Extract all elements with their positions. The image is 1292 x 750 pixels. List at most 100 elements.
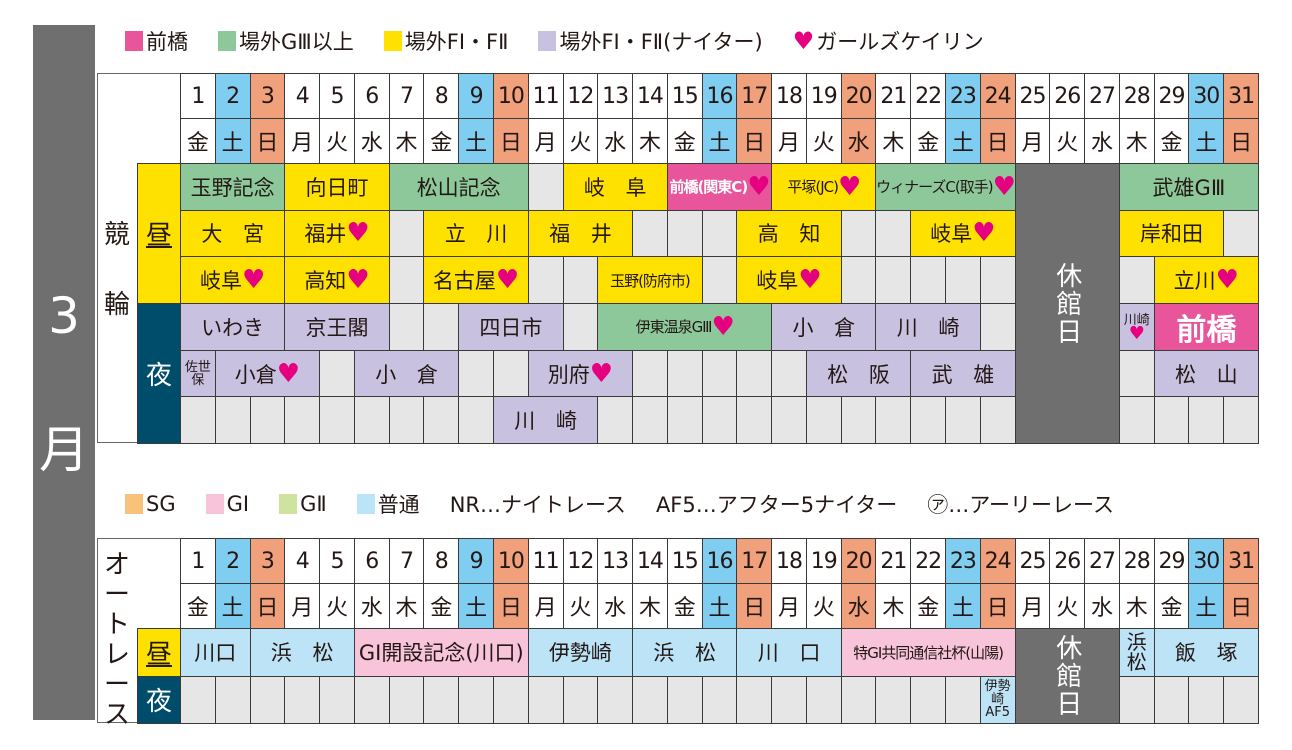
event-cell[interactable]: 岐阜 ♥ [736,256,842,304]
weekday: 月 [284,583,321,629]
weekday: 日 [979,583,1016,629]
weekday: 月 [284,118,321,164]
weekday: 水 [1084,583,1120,629]
event-cell[interactable]: 向日町 [284,163,390,211]
event-label-char: 崎 [938,315,960,340]
event-cell[interactable]: 前橋(関東C) ♥ [666,163,773,211]
event-cell[interactable]: 伊勢崎 [527,628,634,677]
weekday: 金 [666,118,703,164]
event-cell[interactable]: 伊勢崎AF5 [979,675,1016,724]
event-label: 伊勢崎AF5 [984,679,1011,721]
event-cell[interactable]: 岸和田 [1118,209,1225,258]
day-number: 7 [388,73,425,119]
event-cell[interactable]: 大宮 [180,209,286,258]
day-number: 6 [353,73,390,119]
weekday: 火 [562,583,599,629]
event-cell[interactable]: 高知 ♥ [284,256,390,304]
event-label: 名古屋 [432,269,496,294]
empty-cell [840,396,877,444]
event-cell[interactable]: 伊東温泉GⅢ ♥ [597,303,773,351]
event-cell[interactable]: 松山記念 [388,163,529,211]
event-cell[interactable]: 前橋 [1153,303,1259,351]
empty-cell [771,396,807,444]
event-label: 松山記念 [416,175,501,200]
event-cell[interactable]: 松山 [1153,349,1259,398]
event-cell[interactable]: 佐世保 [180,349,216,398]
event-cell[interactable]: 川崎 [875,303,981,351]
event-cell[interactable]: 川崎 [492,396,599,444]
weekday: 日 [736,118,773,164]
event-cell[interactable]: 岐阜 [562,163,668,211]
empty-cell [1188,675,1225,724]
event-cell[interactable]: 特GⅠ共同通信社杯(山陽) [840,628,1016,677]
event-label: 玉野記念 [190,175,275,200]
empty-cell [632,675,668,724]
month-bar: 3 月 [33,25,95,720]
event-cell[interactable]: 四日市 [458,303,564,351]
event-label: いわき [201,315,265,340]
empty-cell [597,675,634,724]
event-cell[interactable]: 立川 ♥ [1153,256,1259,304]
empty-cell [284,675,321,724]
weekday: 水 [840,118,877,164]
event-cell[interactable]: 京王閣 [284,303,390,351]
weekday: 日 [979,118,1016,164]
event-label: 京王閣 [305,315,369,340]
event-cell[interactable]: 名古屋 ♥ [423,256,529,304]
event-cell[interactable]: GⅠ開設記念(川口) [353,628,529,677]
weekday: 日 [1223,583,1259,629]
weekday: 火 [805,118,842,164]
event-cell[interactable]: 岐阜 ♥ [180,256,286,304]
empty-cell [805,675,842,724]
empty-cell [840,256,877,304]
event-label: ウィナーズC(取手) [876,178,993,197]
event-cell[interactable]: ウィナーズC(取手) ♥ [875,163,1016,211]
empty-cell [875,396,912,444]
empty-cell [597,396,634,444]
event-cell[interactable]: 別府 ♥ [527,349,634,398]
legend-swatch [538,31,557,51]
weekday: 土 [458,583,494,629]
weekday: 日 [492,118,529,164]
event-cell[interactable]: 武雄GⅢ [1118,163,1259,211]
heart-icon: ♥ [346,218,370,249]
event-cell[interactable]: 岐阜 ♥ [910,209,1016,258]
closed-day-label: 休館日 [1051,634,1082,718]
weekday: 月 [1014,583,1051,629]
event-cell[interactable]: 川口 [736,628,842,677]
event-label: 佐世保 [184,359,211,388]
weekday: 土 [945,583,981,629]
empty-cell [632,396,668,444]
event-label: 高知 [304,269,347,294]
event-cell[interactable]: 松阪 [805,349,912,398]
weekday: 木 [388,118,425,164]
day-number: 27 [1084,73,1120,119]
event-cell[interactable]: 小倉 ♥ [214,349,321,398]
event-cell[interactable]: 高知 [736,209,842,258]
event-cell[interactable]: 浜松 [632,628,738,677]
event-cell[interactable]: 浜松 [1118,628,1155,677]
event-cell[interactable]: いわき [180,303,286,351]
event-cell[interactable]: 川崎 ♥ [1118,303,1155,351]
event-cell[interactable]: 福井 ♥ [284,209,390,258]
day-number: 13 [597,538,634,584]
event-label: 特GⅠ共同通信社杯(山陽) [853,643,1004,662]
empty-cell [527,163,564,211]
weekday: 金 [180,118,216,164]
event-cell[interactable]: 武雄 [910,349,1016,398]
event-cell[interactable]: 立川 [423,209,529,258]
legend-label: GⅠ [226,492,250,516]
weekday: 火 [1049,118,1086,164]
event-cell[interactable]: 飯塚 [1153,628,1259,677]
event-cell[interactable]: 福井 [527,209,634,258]
event-cell[interactable]: 玉野(防府市) [597,256,703,304]
event-cell[interactable]: 小倉 [771,303,877,351]
event-cell[interactable]: 浜松 [249,628,355,677]
event-label-char: 井 [590,222,612,247]
event-label-char: 倉 [834,315,856,340]
event-cell[interactable]: 小倉 [353,349,460,398]
event-cell[interactable]: 平塚(JC) ♥ [771,163,877,211]
event-cell[interactable]: 川口 [180,628,251,677]
empty-cell [388,256,425,304]
event-cell[interactable]: 玉野記念 [180,163,286,211]
